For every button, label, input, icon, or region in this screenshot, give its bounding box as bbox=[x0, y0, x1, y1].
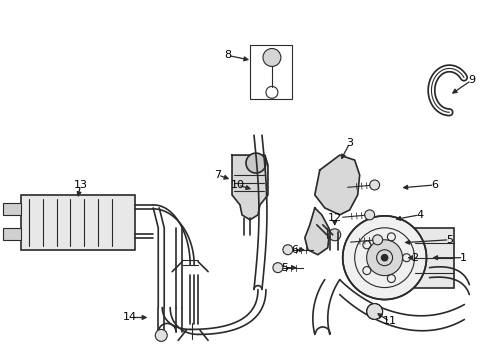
Circle shape bbox=[381, 255, 387, 261]
Circle shape bbox=[364, 210, 374, 220]
Circle shape bbox=[272, 263, 283, 273]
Text: 14: 14 bbox=[123, 312, 137, 323]
Bar bbox=[249, 45, 291, 99]
Circle shape bbox=[283, 245, 292, 255]
Bar bbox=[2, 203, 20, 215]
Circle shape bbox=[369, 180, 379, 190]
Text: 5: 5 bbox=[281, 263, 288, 273]
Circle shape bbox=[366, 240, 402, 276]
Text: 4: 4 bbox=[415, 210, 422, 220]
Text: 7: 7 bbox=[214, 170, 221, 180]
Text: 6: 6 bbox=[291, 245, 298, 255]
Circle shape bbox=[245, 153, 265, 173]
Polygon shape bbox=[232, 155, 267, 220]
Bar bbox=[20, 195, 135, 250]
Text: 5: 5 bbox=[445, 235, 452, 245]
Circle shape bbox=[372, 235, 382, 245]
Text: 3: 3 bbox=[346, 138, 352, 148]
Circle shape bbox=[155, 329, 167, 341]
Text: 12: 12 bbox=[327, 213, 341, 223]
Text: 9: 9 bbox=[467, 75, 474, 85]
Text: 11: 11 bbox=[382, 316, 396, 327]
Text: 13: 13 bbox=[73, 180, 87, 190]
Circle shape bbox=[366, 303, 382, 319]
Text: 1: 1 bbox=[459, 253, 466, 263]
Bar bbox=[2, 228, 20, 240]
Text: 8: 8 bbox=[224, 50, 231, 60]
Bar bbox=[414, 228, 453, 288]
Text: 2: 2 bbox=[410, 253, 417, 263]
Polygon shape bbox=[314, 155, 359, 215]
Text: 6: 6 bbox=[430, 180, 437, 190]
Text: 10: 10 bbox=[230, 180, 244, 190]
Circle shape bbox=[263, 49, 280, 67]
Polygon shape bbox=[304, 208, 329, 255]
Circle shape bbox=[342, 216, 426, 300]
Circle shape bbox=[328, 229, 340, 241]
